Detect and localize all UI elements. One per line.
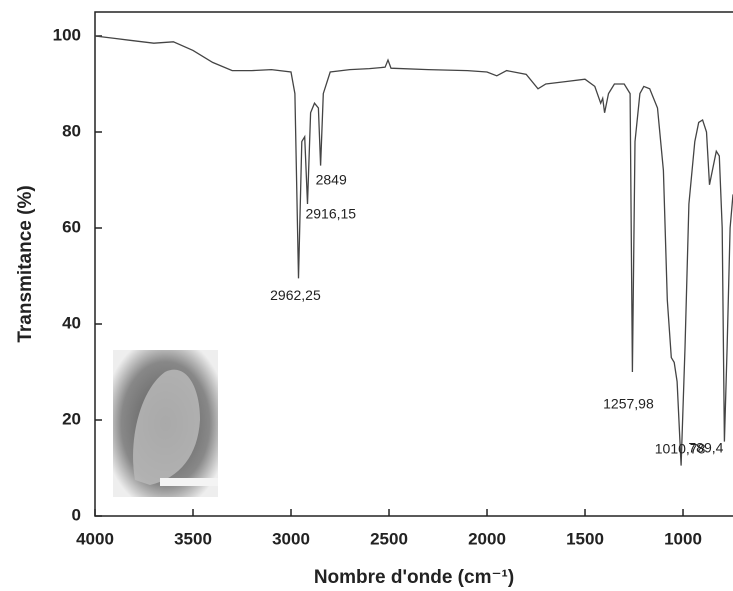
y-axis-title: Transmitance (%) [15, 185, 36, 342]
x-tick-label: 3500 [174, 529, 212, 548]
y-tick-label: 80 [62, 121, 81, 140]
inset-photo [113, 350, 218, 497]
y-tick-label: 60 [62, 217, 81, 236]
spectrum-line [94, 35, 733, 466]
y-tick-label: 40 [62, 313, 81, 332]
peak-label: 789,4 [688, 439, 723, 455]
x-tick-label: 4000 [76, 529, 114, 548]
peak-label: 2916,15 [305, 206, 356, 222]
x-tick-label: 2000 [468, 529, 506, 548]
x-tick-label: 1000 [664, 529, 702, 548]
peak-label: 1257,98 [603, 396, 654, 412]
y-tick-label: 20 [62, 409, 81, 428]
x-tick-label: 2500 [370, 529, 408, 548]
peak-label: 2962,25 [270, 287, 321, 303]
x-axis-title: Nombre d'onde (cm⁻¹) [314, 567, 514, 588]
plot-frame [94, 11, 733, 517]
peak-label: 1010,78 [655, 440, 706, 456]
x-tick-label: 3000 [272, 529, 310, 548]
x-tick-label: 1500 [566, 529, 604, 548]
peak-label: 2849 [316, 171, 347, 187]
y-tick-label: 100 [53, 25, 81, 44]
y-tick-label: 0 [72, 505, 81, 524]
